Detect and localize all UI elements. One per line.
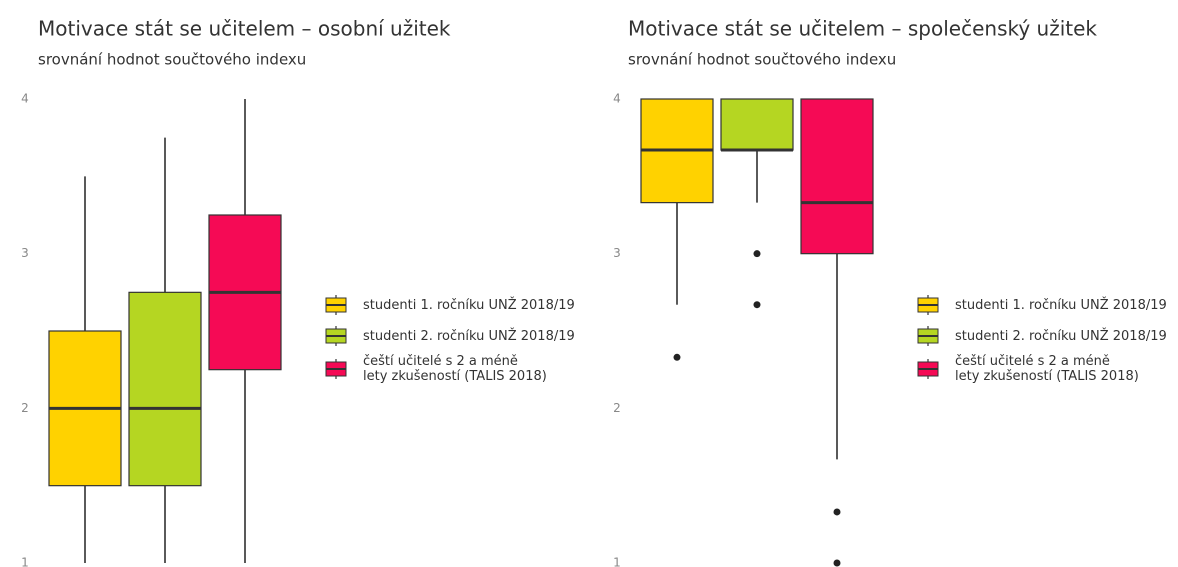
legend-swatch xyxy=(917,295,939,315)
box xyxy=(128,291,202,487)
outlier xyxy=(833,559,841,567)
y-tick-label: 1 xyxy=(613,556,621,567)
legend-swatch xyxy=(917,359,939,379)
chart-subtitle: srovnání hodnot součtového indexu xyxy=(628,51,896,69)
y-tick-label: 2 xyxy=(613,401,621,415)
y-tick-label: 4 xyxy=(613,92,621,106)
legend-item: čeští učitelé s 2 a méně lety zkušeností… xyxy=(325,354,547,384)
legend-label: studenti 2. ročníku UNŽ 2018/19 xyxy=(363,328,575,344)
box xyxy=(720,98,794,151)
legend-swatch xyxy=(325,326,347,346)
outlier xyxy=(753,250,761,258)
legend-label: studenti 1. ročníku UNŽ 2018/19 xyxy=(955,297,1167,313)
y-tick-label: 3 xyxy=(613,246,621,260)
chart-title: Motivace stát se učitelem – společenský … xyxy=(628,17,1097,41)
chart-title: Motivace stát se učitelem – osobní užite… xyxy=(38,17,451,41)
chart-subtitle: srovnání hodnot součtového indexu xyxy=(38,51,306,69)
y-tick-label: 1 xyxy=(21,556,29,567)
legend-item: studenti 1. ročníku UNŽ 2018/19 xyxy=(325,295,575,315)
outlier xyxy=(673,353,681,361)
legend-item: studenti 2. ročníku UNŽ 2018/19 xyxy=(325,326,575,346)
y-tick-label: 3 xyxy=(21,246,29,260)
outlier xyxy=(833,508,841,516)
outlier xyxy=(753,301,761,309)
legend-swatch xyxy=(325,295,347,315)
legend-item: studenti 1. ročníku UNŽ 2018/19 xyxy=(917,295,1167,315)
legend-item: čeští učitelé s 2 a méně lety zkušeností… xyxy=(917,354,1139,384)
legend-item: studenti 2. ročníku UNŽ 2018/19 xyxy=(917,326,1167,346)
legend-swatch xyxy=(325,359,347,379)
box xyxy=(800,98,874,255)
legend-label: čeští učitelé s 2 a méně lety zkušeností… xyxy=(363,354,547,384)
legend-swatch xyxy=(917,326,939,346)
legend-label: čeští učitelé s 2 a méně lety zkušeností… xyxy=(955,354,1139,384)
legend-label: studenti 2. ročníku UNŽ 2018/19 xyxy=(955,328,1167,344)
y-tick-label: 2 xyxy=(21,401,29,415)
legend-label: studenti 1. ročníku UNŽ 2018/19 xyxy=(363,297,575,313)
y-tick-label: 4 xyxy=(21,92,29,106)
